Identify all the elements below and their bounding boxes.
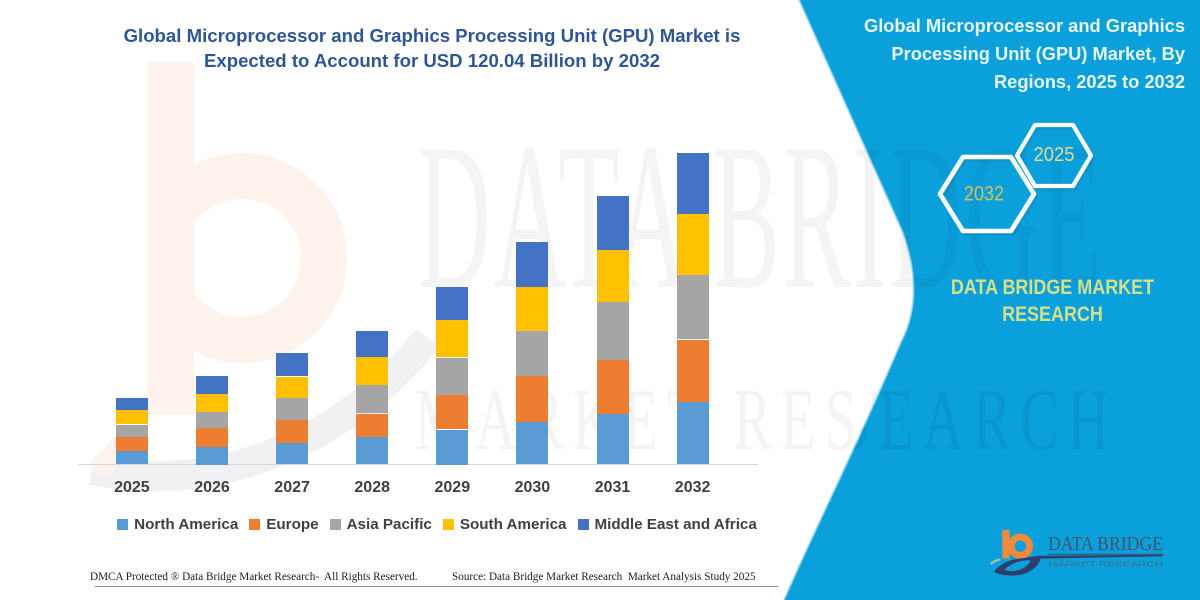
svg-text:2032: 2032 <box>964 182 1004 206</box>
svg-text:MARKET RESEARCH: MARKET RESEARCH <box>1048 560 1163 569</box>
svg-text:DATA BRIDGE: DATA BRIDGE <box>1048 534 1163 555</box>
svg-text:2025: 2025 <box>1034 143 1075 166</box>
